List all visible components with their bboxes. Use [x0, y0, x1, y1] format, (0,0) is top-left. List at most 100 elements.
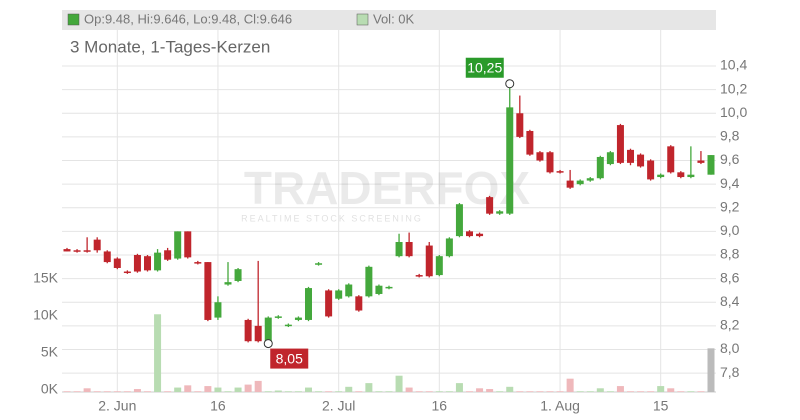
candle-body — [214, 302, 222, 318]
volume-bar — [133, 389, 141, 392]
y2-tick-label: 15K — [33, 270, 59, 286]
volume-bar — [184, 385, 192, 392]
y-tick-label: 8,0 — [720, 340, 740, 356]
volume-bar — [224, 391, 232, 392]
candle-body — [93, 239, 101, 251]
grid — [62, 30, 716, 392]
volume-bar — [315, 391, 323, 392]
volume-bar — [204, 386, 212, 392]
volume-bar — [576, 391, 584, 392]
candle-body — [526, 130, 534, 155]
volume-bar — [93, 391, 101, 392]
candle-body — [637, 154, 645, 167]
candle-body — [466, 231, 473, 237]
volume-bar — [103, 391, 111, 392]
volume-bar — [616, 386, 624, 392]
candle-body — [546, 152, 554, 173]
y-tick-label: 7,8 — [720, 364, 740, 380]
annotation-label: 8,05 — [276, 350, 303, 366]
volume-bar — [244, 384, 252, 392]
candle-body — [164, 250, 172, 260]
candle-body — [395, 242, 403, 257]
volume-bar — [476, 388, 484, 392]
volume-bar — [113, 391, 121, 392]
x-tick-label: 15 — [653, 398, 669, 414]
candle-body — [556, 171, 564, 173]
candle-body — [697, 160, 705, 163]
candle-body — [244, 319, 252, 342]
y-tick-label: 8,2 — [720, 317, 740, 333]
candle-body — [113, 258, 121, 268]
candle-body — [305, 288, 312, 320]
volume-bar — [697, 391, 705, 392]
x-tick-label: 16 — [432, 398, 448, 414]
x-tick-label: 2. Jul — [322, 398, 355, 414]
volume-bar — [667, 388, 675, 392]
legend-swatch — [67, 13, 80, 26]
volume-bar — [83, 388, 91, 392]
candle-body — [315, 263, 323, 265]
volume-bar — [294, 391, 302, 392]
volume-bar — [486, 389, 494, 392]
candle-body — [667, 146, 675, 173]
candle-body — [284, 324, 292, 327]
y-tick-label: 9,8 — [720, 128, 740, 144]
candle-body — [123, 271, 131, 274]
candle-body — [677, 172, 685, 178]
volume-bar — [63, 391, 71, 392]
volume-bar — [264, 391, 272, 392]
candle-body — [355, 296, 363, 311]
candle-body — [224, 282, 232, 285]
volume-bar — [596, 388, 604, 392]
candle-body — [486, 197, 494, 214]
candle-body — [606, 152, 614, 165]
volume-bar — [355, 391, 363, 392]
volume-bar — [385, 391, 393, 392]
volume-bar — [455, 383, 463, 392]
y2-tick-label: 10K — [33, 307, 59, 323]
volume-bar — [435, 391, 443, 392]
candle-body — [566, 180, 574, 188]
y-tick-label: 10,0 — [720, 104, 747, 120]
volume-bar — [506, 386, 514, 392]
volume-bar — [606, 391, 614, 392]
volume-legend-text: Vol: 0K — [373, 11, 415, 26]
candle-body — [496, 211, 504, 214]
candle-body — [657, 174, 665, 178]
volume-bar — [556, 391, 564, 392]
candle-body — [63, 249, 71, 252]
annotation-marker — [263, 339, 273, 349]
volume-bar — [123, 391, 131, 392]
candle-body — [274, 316, 282, 318]
y-tick-label: 8,4 — [720, 293, 740, 309]
volume-bar — [284, 391, 292, 392]
candle-body — [204, 262, 212, 320]
volume-bar — [586, 391, 594, 392]
candle-body — [194, 262, 202, 264]
candle-body — [627, 149, 634, 163]
candle-body — [83, 250, 91, 252]
candle-body — [103, 251, 111, 263]
candle-body — [174, 231, 182, 259]
volume-bar — [677, 391, 685, 392]
y-tick-label: 10,4 — [720, 57, 747, 73]
volume-bar — [274, 390, 282, 392]
x-tick-label: 1. Aug — [540, 398, 580, 414]
annotation-box — [465, 57, 504, 78]
volume-bar — [395, 375, 403, 392]
candle-body — [506, 107, 514, 214]
candle-body — [435, 256, 443, 276]
volume-bar — [496, 391, 504, 392]
volume-bar — [375, 391, 383, 392]
volume-bar — [445, 391, 453, 392]
candle-body — [576, 180, 584, 185]
candle-body — [234, 269, 242, 281]
candle-body — [415, 275, 423, 277]
volume-bar — [707, 348, 715, 392]
candle-body — [707, 155, 715, 175]
candle-body — [445, 238, 453, 257]
candle-body — [133, 254, 141, 272]
candle-body — [184, 231, 192, 258]
